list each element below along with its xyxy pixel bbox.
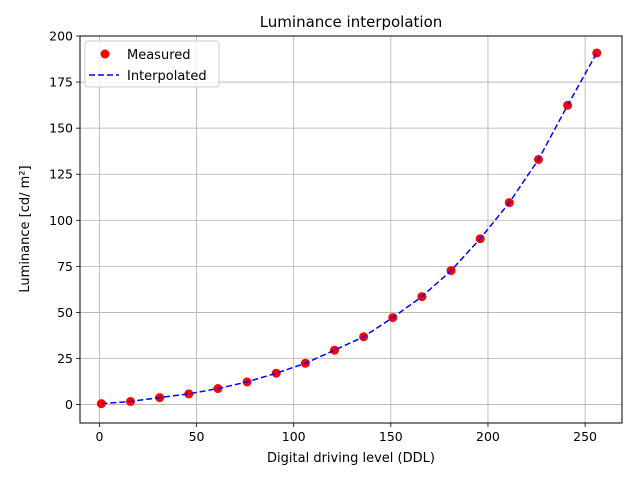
x-tick-label: 200: [476, 429, 500, 444]
x-axis-label: Digital driving level (DDL): [267, 451, 435, 466]
x-tick-label: 0: [95, 429, 103, 444]
y-tick-label: 0: [65, 397, 73, 412]
measured-point: [184, 389, 194, 399]
chart-title: Luminance interpolation: [260, 13, 443, 31]
legend: Measured Interpolated: [84, 40, 220, 88]
y-tick-label: 50: [57, 305, 73, 320]
x-tick-label: 250: [573, 429, 597, 444]
interpolated-line: [101, 52, 598, 405]
x-tick-label: 150: [379, 429, 403, 444]
plot-frame: [79, 35, 623, 424]
series-layer: [96, 48, 602, 409]
x-tick-label: 50: [189, 429, 205, 444]
legend-label-measured: Measured: [127, 48, 191, 63]
y-tick-label: 100: [49, 213, 73, 228]
y-tick-label: 150: [49, 121, 73, 136]
y-tick-label: 125: [49, 167, 73, 182]
measured-point: [271, 368, 281, 378]
ticks: 0 50 100 150 200 250 0 25 50 75 100 125 150 175 200: [49, 29, 597, 445]
measured-point: [96, 399, 106, 409]
y-tick-label: 75: [57, 259, 73, 274]
measured-point: [329, 345, 339, 355]
y-tick-label: 175: [49, 75, 73, 90]
y-axis-label: Luminance [cd/ m²]: [18, 165, 33, 292]
legend-marker-measured: [100, 49, 110, 59]
x-tick-label: 100: [282, 429, 306, 444]
legend-label-interpolated: Interpolated: [127, 69, 207, 84]
y-tick-label: 200: [49, 29, 73, 44]
y-tick-label: 25: [57, 351, 73, 366]
measured-point: [592, 48, 602, 58]
